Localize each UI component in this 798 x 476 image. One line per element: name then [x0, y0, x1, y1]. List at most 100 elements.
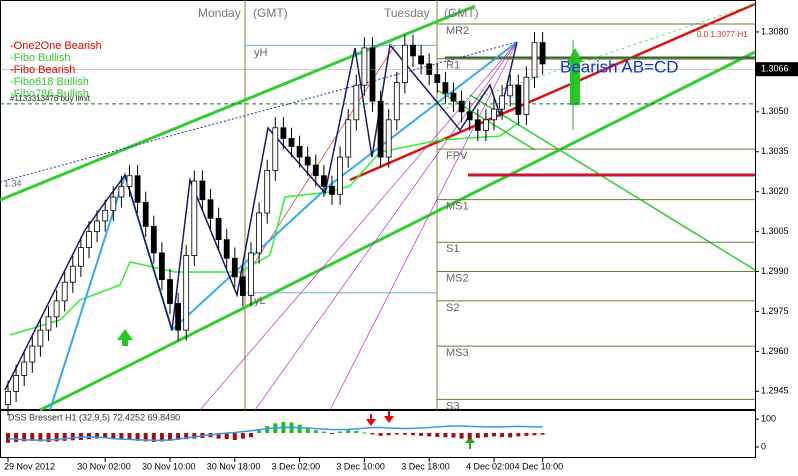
histogram-bar	[151, 433, 156, 442]
histogram-bar	[532, 433, 537, 436]
up-arrow	[465, 436, 475, 449]
pivot-label: MS2	[446, 272, 469, 284]
legend-entry: -One2One Bearish	[10, 40, 102, 52]
pivot-label: FPV	[446, 150, 468, 162]
histogram-bar	[111, 433, 116, 439]
y-tick-label: 1.3050	[761, 106, 789, 116]
histogram-bar	[338, 431, 343, 434]
histogram-bar	[451, 433, 456, 438]
candle-body	[385, 119, 392, 158]
histogram-bar	[176, 433, 181, 440]
side-label: 1.34	[4, 178, 22, 188]
y-tick-label: 1.2990	[761, 266, 789, 276]
histogram-bar	[443, 433, 448, 438]
indicator-y-tick-label: 0	[761, 441, 766, 451]
yesterday-label: yH	[254, 47, 268, 59]
histogram-bar	[265, 426, 270, 434]
candle-body	[167, 279, 173, 304]
x-tick-label: 3 Dec 10:00	[336, 461, 385, 471]
indicator-title: DSS Bressert H1 (32,9,5) 72.4252 69.8490	[8, 412, 180, 422]
candle-body	[223, 239, 230, 259]
candle-body	[94, 220, 100, 233]
session-tz: (GMT)	[253, 6, 288, 20]
candle-body	[150, 225, 157, 254]
candle-body	[329, 185, 335, 195]
candle-body	[288, 138, 295, 147]
histogram-bar	[354, 430, 359, 434]
trend-line	[0, 41, 518, 183]
candle-body	[466, 111, 473, 121]
pivot-label: R1	[446, 59, 460, 71]
histogram-bar	[305, 427, 310, 434]
pivot-label: S3	[446, 400, 459, 412]
histogram-bar	[192, 433, 197, 439]
up-arrow	[567, 48, 583, 105]
candle-body	[37, 329, 44, 347]
pivot-label: S2	[446, 302, 459, 314]
candle-body	[264, 169, 271, 214]
candle-body	[320, 175, 327, 187]
drawings	[0, 2, 756, 449]
candle-body	[272, 127, 279, 171]
channel-line	[0, 4, 476, 202]
candle-body	[442, 82, 449, 94]
legend-entry: -Fibo786 Bullish	[10, 88, 89, 100]
histogram-bar	[321, 431, 326, 434]
pivot-label: MS1	[446, 201, 469, 213]
indicator-y-tick-label: 100	[761, 413, 776, 423]
candle-body	[523, 76, 530, 115]
candle-body	[458, 100, 465, 113]
candle-body	[531, 42, 538, 78]
candle-body	[215, 217, 222, 241]
down-arrow	[384, 411, 394, 423]
candle-body	[183, 255, 190, 331]
candle-body	[434, 74, 441, 83]
x-tick-label: 30 Nov 18:00	[207, 461, 261, 471]
candle-body	[61, 281, 68, 302]
candle-body	[207, 199, 214, 219]
pattern-label: Bearish AB=CD	[560, 57, 679, 76]
histogram-bar	[30, 433, 35, 441]
histogram-bar	[492, 433, 496, 437]
candle-body	[239, 276, 246, 296]
pivot-label: S1	[446, 243, 459, 255]
histogram-bar	[346, 430, 351, 434]
histogram-bar	[435, 433, 440, 437]
candle-body	[142, 201, 149, 227]
x-tick-label: 4 Dec 10:00	[515, 461, 564, 471]
histogram-bar	[419, 433, 424, 436]
histogram-bar	[168, 433, 172, 441]
candle-body	[69, 265, 76, 283]
candle-body	[361, 47, 368, 86]
histogram-bar	[362, 432, 367, 434]
histogram-bar	[184, 433, 189, 440]
fan-line	[254, 41, 518, 411]
histogram-bar	[540, 433, 545, 435]
histogram-bar	[249, 433, 253, 438]
marks	[0, 23, 755, 416]
histogram-bar	[394, 433, 399, 435]
current-price-box	[756, 62, 798, 77]
down-arrow	[366, 414, 376, 426]
candle-body	[507, 84, 514, 97]
candle-body	[78, 247, 84, 267]
candle-body	[118, 185, 125, 198]
histogram-bar	[46, 433, 51, 442]
histogram-bar	[143, 433, 148, 442]
candle-body	[29, 345, 36, 363]
candle-body	[280, 127, 287, 139]
y-tick-label: 1.3005	[761, 226, 789, 236]
y-tick-label: 1.2960	[761, 346, 789, 356]
histogram-bar	[459, 433, 464, 439]
y-tick-label: 1.2975	[761, 306, 789, 316]
histogram-bar	[87, 433, 91, 440]
candle-body	[296, 146, 303, 158]
legend-entry: -Fibo618 Bullish	[10, 76, 89, 88]
histogram-bar	[467, 433, 472, 440]
histogram-bar	[135, 433, 140, 441]
candle-body	[53, 300, 60, 318]
x-tick-label: 4 Dec 02:00	[466, 461, 515, 471]
candle-body	[401, 44, 408, 83]
